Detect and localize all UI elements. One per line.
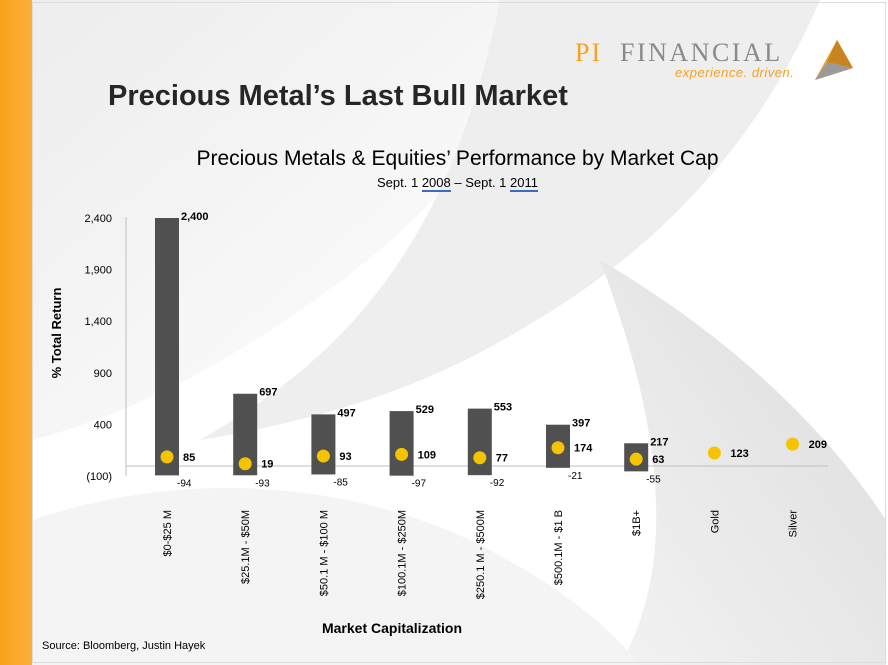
marker-value-label: 85	[183, 452, 195, 464]
range-bar	[389, 411, 414, 476]
logo-arrow-icon	[815, 40, 853, 80]
pi-financial-logo: PI FINANCIAL experience. driven.	[575, 38, 853, 88]
return-marker	[473, 451, 487, 465]
high-value-label: 497	[337, 407, 355, 419]
chart-subtitle: Sept. 1 2008 – Sept. 1 2011	[150, 175, 765, 192]
high-value-label: 553	[494, 402, 512, 414]
chart-title: Precious Metals & Equities’ Performance …	[196, 147, 719, 170]
low-value-label: -85	[333, 477, 348, 488]
marker-value-label: 77	[496, 453, 508, 465]
return-marker	[395, 447, 409, 461]
logo-tagline: experience. driven.	[675, 65, 795, 80]
high-value-label: 2,400	[181, 211, 209, 223]
range-bar	[467, 408, 492, 476]
x-tick-label: $500.1M - $1 B	[553, 510, 565, 585]
return-marker	[786, 437, 800, 451]
marker-value-label: 123	[730, 448, 748, 460]
marker-value-label: 109	[418, 449, 436, 461]
logo-name-part2: FINANCIAL	[620, 38, 783, 67]
y-tick-label: 1,400	[84, 316, 112, 328]
return-marker	[316, 449, 330, 463]
low-value-label: -21	[568, 471, 583, 482]
slide-title: Precious Metal’s Last Bull Market	[108, 80, 568, 112]
x-tick-label: $1B+	[631, 510, 643, 536]
high-value-label: 529	[416, 404, 434, 416]
left-accent-bar	[0, 0, 32, 665]
high-value-label: 397	[572, 418, 590, 430]
subtitle-prefix: Sept. 1	[377, 175, 422, 190]
y-tick-label: 2,400	[84, 213, 112, 225]
return-marker	[238, 457, 252, 471]
marker-value-label: 93	[339, 451, 351, 463]
logo-name-part1: PI	[575, 38, 603, 67]
marker-value-label: 209	[809, 439, 827, 451]
x-tick-label: $25.1M - $50M	[240, 510, 252, 584]
subtitle-year-start: 2008	[421, 175, 451, 192]
high-value-label: 217	[650, 436, 668, 448]
subtitle-year-end: 2011	[510, 175, 538, 192]
x-tick-label: $250.1 M - $500M	[475, 510, 487, 599]
y-axis-label: % Total Return	[49, 288, 64, 379]
x-tick-label: $0-$25 M	[162, 510, 174, 556]
subtitle-middle: – Sept. 1	[450, 175, 511, 190]
low-value-label: -97	[412, 479, 427, 490]
x-tick-label: $50.1 M - $100 M	[318, 510, 330, 596]
marker-value-label: 63	[652, 454, 664, 466]
marker-value-label: 19	[261, 459, 273, 471]
y-tick-label: (100)	[86, 471, 112, 483]
range-bar	[155, 218, 179, 476]
low-value-label: -94	[177, 478, 192, 489]
slide-frame	[32, 2, 886, 663]
x-tick-label: Silver	[788, 510, 800, 538]
return-marker	[629, 452, 643, 466]
high-value-label: 697	[259, 387, 277, 399]
low-value-label: -55	[646, 474, 661, 485]
return-marker	[551, 441, 565, 455]
x-axis-label: Market Capitalization	[322, 620, 462, 636]
y-tick-label: 400	[94, 419, 112, 431]
return-marker	[707, 446, 721, 460]
y-tick-label: 900	[94, 368, 112, 380]
range-bar	[311, 414, 336, 475]
marker-value-label: 174	[574, 443, 593, 455]
low-value-label: -92	[490, 478, 505, 489]
y-tick-label: 1,900	[84, 265, 112, 277]
x-tick-label: $100.1M - $250M	[397, 510, 409, 596]
low-value-label: -93	[255, 478, 270, 489]
x-tick-label: Gold	[709, 510, 721, 533]
source-note: Source: Bloomberg, Justin Hayek	[42, 640, 206, 652]
return-marker	[160, 450, 174, 464]
